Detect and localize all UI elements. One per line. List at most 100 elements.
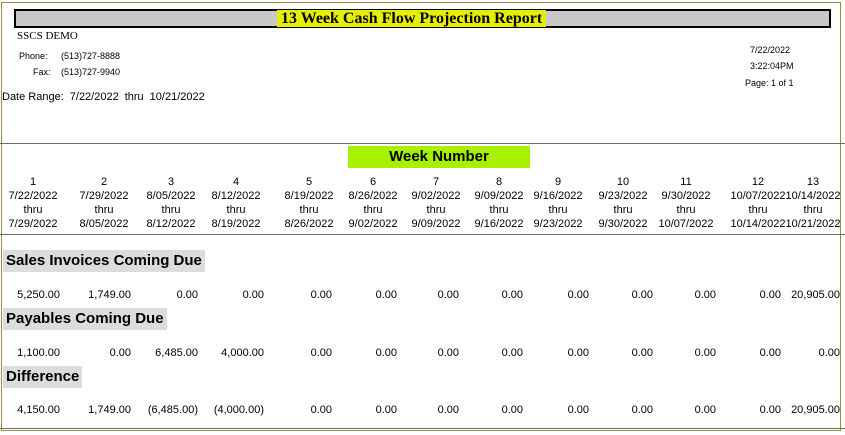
week-column-2: 2 7/29/2022 thru 8/05/2022 <box>69 175 139 231</box>
page-number: Page: 1 of 1 <box>745 78 794 88</box>
week-thru: thru <box>94 204 114 216</box>
value-cell: 1,749.00 <box>88 289 131 301</box>
value-cell: 0.00 <box>375 289 397 301</box>
value-cell: 0.00 <box>501 404 523 416</box>
week-end: 10/21/2022 <box>785 218 841 230</box>
report-date: 7/22/2022 <box>750 45 791 55</box>
phone-label: Phone: <box>19 51 48 61</box>
week-column-1: 1 7/22/2022 thru 7/29/2022 <box>0 175 68 231</box>
week-thru: thru <box>803 204 823 216</box>
value-cell: 0.00 <box>310 404 332 416</box>
week-column-12: 12 10/07/2022 thru 10/14/2022 <box>723 175 793 231</box>
payables-heading: Payables Coming Due <box>3 308 167 330</box>
week-num: 1 <box>29 176 37 188</box>
value-cell: 0.00 <box>176 289 198 301</box>
value-cell: 0.00 <box>375 347 397 359</box>
value-cell: 4,150.00 <box>17 404 60 416</box>
week-thru: thru <box>548 204 568 216</box>
divider-top <box>0 143 845 144</box>
week-column-3: 3 8/05/2022 thru 8/12/2022 <box>136 175 206 231</box>
week-num: 3 <box>167 176 175 188</box>
value-cell: 5,250.00 <box>17 289 60 301</box>
week-end: 9/09/2022 <box>411 218 461 230</box>
value-cell: 0.00 <box>437 289 459 301</box>
value-cell: 0.00 <box>694 347 716 359</box>
value-cell: 0.00 <box>759 289 781 301</box>
week-column-11: 11 9/30/2022 thru 10/07/2022 <box>651 175 721 231</box>
week-column-7: 7 9/02/2022 thru 9/09/2022 <box>401 175 471 231</box>
week-end: 7/29/2022 <box>8 218 58 230</box>
divider-bottom <box>0 428 845 429</box>
fax-label: Fax: <box>33 67 51 77</box>
week-thru: thru <box>676 204 696 216</box>
week-end: 9/02/2022 <box>348 218 398 230</box>
value-cell: 4,000.00 <box>221 347 264 359</box>
value-cell: 1,749.00 <box>88 404 131 416</box>
date-range: Date Range: 7/22/2022 thru 10/21/2022 <box>2 91 211 103</box>
week-num: 2 <box>100 176 108 188</box>
report-time: 3:22:04PM <box>750 61 794 71</box>
week-num: 5 <box>305 176 313 188</box>
week-start: 8/26/2022 <box>348 190 398 202</box>
value-cell: 20,905.00 <box>791 404 840 416</box>
difference-heading: Difference <box>3 366 83 388</box>
value-cell: (6,485.00) <box>147 404 198 416</box>
week-num: 12 <box>751 176 765 188</box>
week-thru: thru <box>161 204 181 216</box>
fax-value: (513)727-9940 <box>61 67 121 77</box>
week-column-10: 10 9/23/2022 thru 9/30/2022 <box>588 175 658 231</box>
week-thru: thru <box>226 204 246 216</box>
week-num: 10 <box>616 176 630 188</box>
week-thru: thru <box>363 204 383 216</box>
week-start: 7/29/2022 <box>79 190 129 202</box>
week-num: 4 <box>232 176 240 188</box>
value-cell: 0.00 <box>694 289 716 301</box>
report-title: 13 Week Cash Flow Projection Report <box>277 10 547 27</box>
value-cell: 20,905.00 <box>791 289 840 301</box>
week-start: 9/23/2022 <box>598 190 648 202</box>
week-number-header: Week Number <box>348 146 530 168</box>
week-thru: thru <box>23 204 43 216</box>
week-thru: thru <box>489 204 509 216</box>
week-num: 6 <box>369 176 377 188</box>
week-end: 9/30/2022 <box>598 218 648 230</box>
week-column-4: 4 8/12/2022 thru 8/19/2022 <box>201 175 271 231</box>
week-end: 8/05/2022 <box>79 218 129 230</box>
week-num: 9 <box>554 176 562 188</box>
week-start: 8/05/2022 <box>146 190 196 202</box>
value-cell: 0.00 <box>567 347 589 359</box>
value-cell: 0.00 <box>437 347 459 359</box>
week-end: 8/19/2022 <box>211 218 261 230</box>
value-cell: 0.00 <box>437 404 459 416</box>
value-cell: 0.00 <box>501 289 523 301</box>
company-name: SSCS DEMO <box>17 30 78 42</box>
week-end: 10/14/2022 <box>730 218 786 230</box>
week-thru: thru <box>426 204 446 216</box>
week-column-8: 8 9/09/2022 thru 9/16/2022 <box>464 175 534 231</box>
week-start: 10/07/2022 <box>730 190 786 202</box>
week-thru: thru <box>748 204 768 216</box>
week-start: 9/02/2022 <box>411 190 461 202</box>
value-cell: 0.00 <box>759 347 781 359</box>
date-range-to: 10/21/2022 <box>149 91 205 103</box>
week-start: 9/09/2022 <box>474 190 524 202</box>
value-cell: 0.00 <box>694 404 716 416</box>
value-cell: 1,100.00 <box>17 347 60 359</box>
divider-header <box>0 234 845 235</box>
phone-value: (513)727-8888 <box>61 51 121 61</box>
week-num: 7 <box>432 176 440 188</box>
value-cell: 0.00 <box>109 347 131 359</box>
value-cell: 0.00 <box>759 404 781 416</box>
value-cell: 6,485.00 <box>155 347 198 359</box>
value-cell: 0.00 <box>310 347 332 359</box>
week-num: 11 <box>680 176 692 188</box>
sales-invoices-heading: Sales Invoices Coming Due <box>3 250 205 272</box>
week-column-9: 9 9/16/2022 thru 9/23/2022 <box>523 175 593 231</box>
week-start: 9/30/2022 <box>661 190 711 202</box>
value-cell: 0.00 <box>242 289 264 301</box>
value-cell: 0.00 <box>310 289 332 301</box>
week-start: 9/16/2022 <box>533 190 583 202</box>
week-end: 8/26/2022 <box>284 218 334 230</box>
week-start: 8/12/2022 <box>211 190 261 202</box>
week-end: 10/07/2022 <box>658 218 714 230</box>
